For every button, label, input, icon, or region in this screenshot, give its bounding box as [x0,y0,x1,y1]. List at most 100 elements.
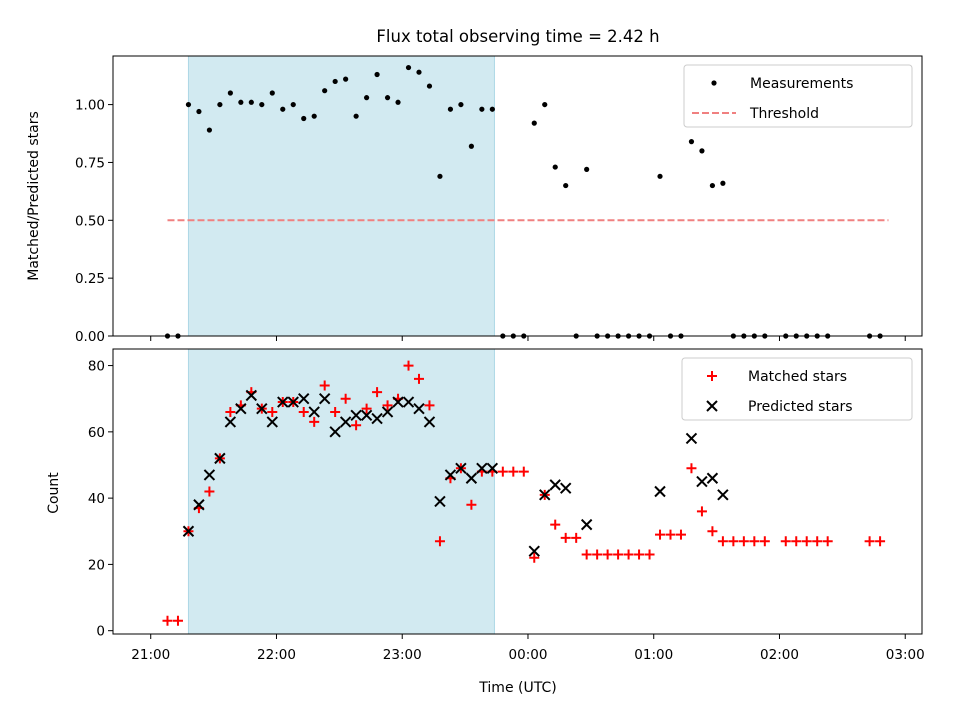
y-tick-label: 0.00 [75,329,105,345]
measurement-point [447,106,454,112]
measurement-point [280,106,286,112]
predicted-star-marker [559,482,572,494]
predicted-star-marker [528,545,540,557]
matched-star-marker [801,536,812,547]
matched-star-marker [330,406,341,417]
predicted-star-marker [392,396,404,408]
matched-star-marker [602,549,613,560]
matched-star-marker [497,466,508,477]
predicted-star-marker [486,462,499,475]
predicted-star-marker [203,469,216,481]
legend-dot-icon [711,80,717,86]
predicted-star-marker [318,393,331,405]
predicted-star-marker [381,406,394,418]
predicted-star-marker [224,416,237,428]
predicted-star-marker [539,489,551,501]
measurement-point [426,83,433,89]
predicted-star-marker [360,409,373,421]
measurement-point [384,95,391,101]
measurement-point [563,182,569,189]
matched-star-marker [675,529,686,540]
predicted-star-marker [696,475,708,488]
matched-star-marker [634,549,645,560]
matched-star-marker [413,373,424,384]
legend-label: Predicted stars [748,399,853,415]
y-tick-label: 20 [88,557,105,573]
matched-star-marker [267,406,278,417]
predicted-star-marker [350,409,362,421]
matched-star-marker [529,552,540,563]
measurement-point [238,99,244,105]
predicted-star-marker [580,518,593,531]
y-tick-label: 0.50 [75,213,105,229]
matched-star-marker [738,536,749,547]
measurement-point [301,115,307,122]
bottom-y-axis-label: Count [46,472,62,514]
predicted-star-marker [256,402,268,415]
measurement-point [468,143,474,149]
predicted-star-marker [214,452,226,465]
matched-star-marker [875,536,886,547]
measurement-point [332,78,338,85]
legend-label: Matched stars [748,369,847,385]
matched-star-marker [592,549,603,560]
matched-star-marker [309,416,320,427]
matched-star-marker [655,529,666,540]
matched-star-marker [434,536,445,547]
measurement-point [584,166,590,172]
predicted-star-marker [685,432,698,445]
matched-star-marker [707,526,718,537]
plot-frame [112,348,923,635]
legend-plus-icon [707,371,717,381]
x-tick-label: 21:00 [131,647,170,663]
y-tick-label: 1.00 [75,98,105,114]
measurement-point [709,182,716,189]
chart-title: Flux total observing time = 2.42 h [376,27,659,46]
measurement-point [479,106,485,112]
matched-star-marker [822,536,833,547]
measurement-point [217,101,223,108]
measurement-point [542,101,548,108]
matched-star-marker [791,536,802,547]
bottom-panel: 0 20 40 60 80 21:00 22:00 23:00 00:00 01:00 02:00 0… [88,348,925,663]
matched-star-marker [571,532,582,543]
measurement-point [699,148,705,154]
matched-star-marker [204,486,215,497]
measurement-point [290,101,296,108]
matched-star-marker [382,400,393,411]
legend-label: Measurements [750,76,853,92]
legend-x-icon [706,400,718,412]
matched-star-marker [361,403,372,414]
matched-star-marker [728,536,739,547]
predicted-star-marker [287,396,299,408]
y-tick-label: 0 [96,624,105,640]
predicted-star-marker [277,396,289,408]
measurement-point [416,69,422,75]
matched-star-marker [550,519,561,530]
predicted-star-marker [339,416,352,428]
matched-star-marker [686,463,697,474]
observing-window-shade [187,55,495,337]
measurement-point [531,120,537,126]
y-tick-label: 0.25 [75,271,105,287]
measurement-point [353,113,359,119]
predicted-star-marker [193,499,205,511]
matched-star-marker [613,549,624,560]
measurement-point [311,113,317,119]
y-tick-label: 60 [88,425,105,441]
observing-window-shade [187,348,495,635]
legend-box [681,357,913,421]
matched-star-marker [508,466,519,477]
measurement-point [688,139,695,145]
measurement-point [489,106,495,112]
legend: Measurements Threshold [683,64,913,128]
x-tick-label: 23:00 [383,647,422,663]
predicted-star-marker [476,462,488,475]
matched-star-marker [581,549,592,560]
matched-star-marker [518,466,529,477]
measurement-point [269,90,275,96]
predicted-star-marker [298,393,310,405]
measurement-point [343,76,349,82]
matched-star-marker [424,400,435,411]
matched-star-marker [749,536,760,547]
